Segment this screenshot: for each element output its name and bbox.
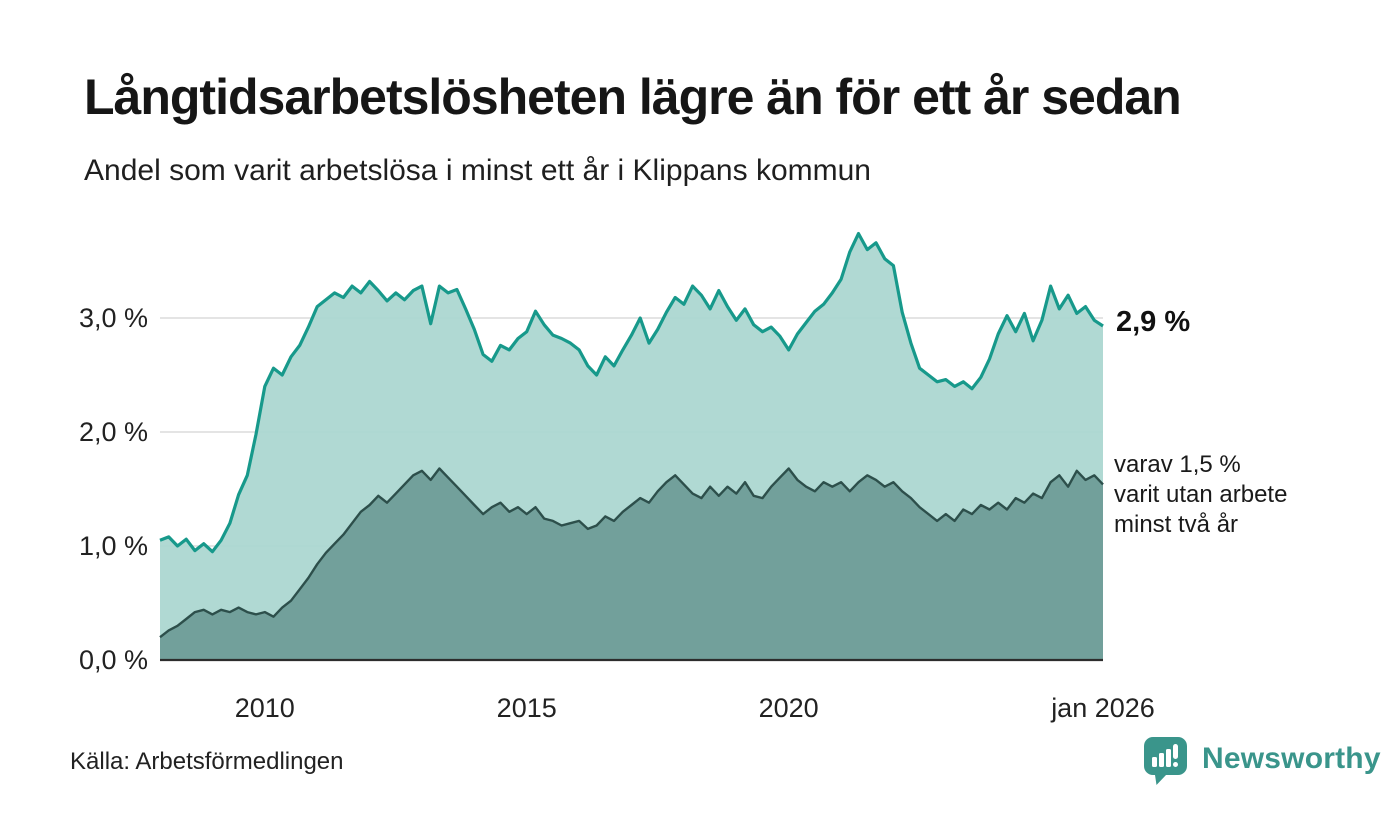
page-title: Långtidsarbetslösheten lägre än för ett …	[84, 69, 1182, 125]
y-tick-label: 1,0 %	[78, 531, 148, 561]
newsworthy-wordmark: Newsworthy	[1202, 742, 1381, 775]
source-credit: Källa: Arbetsförmedlingen	[70, 748, 344, 775]
x-tick-label: 2015	[496, 693, 557, 723]
latest-value-label: 2,9 %	[1116, 306, 1191, 338]
x-tick-label: 2020	[758, 693, 819, 723]
secondary-value-line-2: varit utan arbete	[1114, 481, 1288, 508]
y-tick-label: 0,0 %	[78, 645, 148, 675]
y-tick-label: 2,0 %	[78, 417, 148, 447]
secondary-value-line-3: minst två år	[1114, 511, 1239, 538]
x-tick-label: 2010	[234, 693, 295, 723]
newsworthy-barchart-bubble-icon	[1144, 737, 1187, 785]
page-subtitle: Andel som varit arbetslösa i minst ett å…	[84, 154, 871, 187]
secondary-value-label: varav 1,5 % varit utan arbete minst två …	[1114, 450, 1287, 540]
x-tick-label: jan 2026	[1051, 693, 1155, 723]
series-line-2	[159, 467, 1104, 639]
newsworthy-logo: Newsworthy	[1143, 736, 1381, 786]
area-fill-2	[160, 468, 1103, 660]
secondary-value-line-1: varav 1,5 %	[1114, 451, 1241, 478]
series-line-1	[159, 232, 1104, 554]
y-tick-label: 3,0 %	[78, 303, 148, 333]
